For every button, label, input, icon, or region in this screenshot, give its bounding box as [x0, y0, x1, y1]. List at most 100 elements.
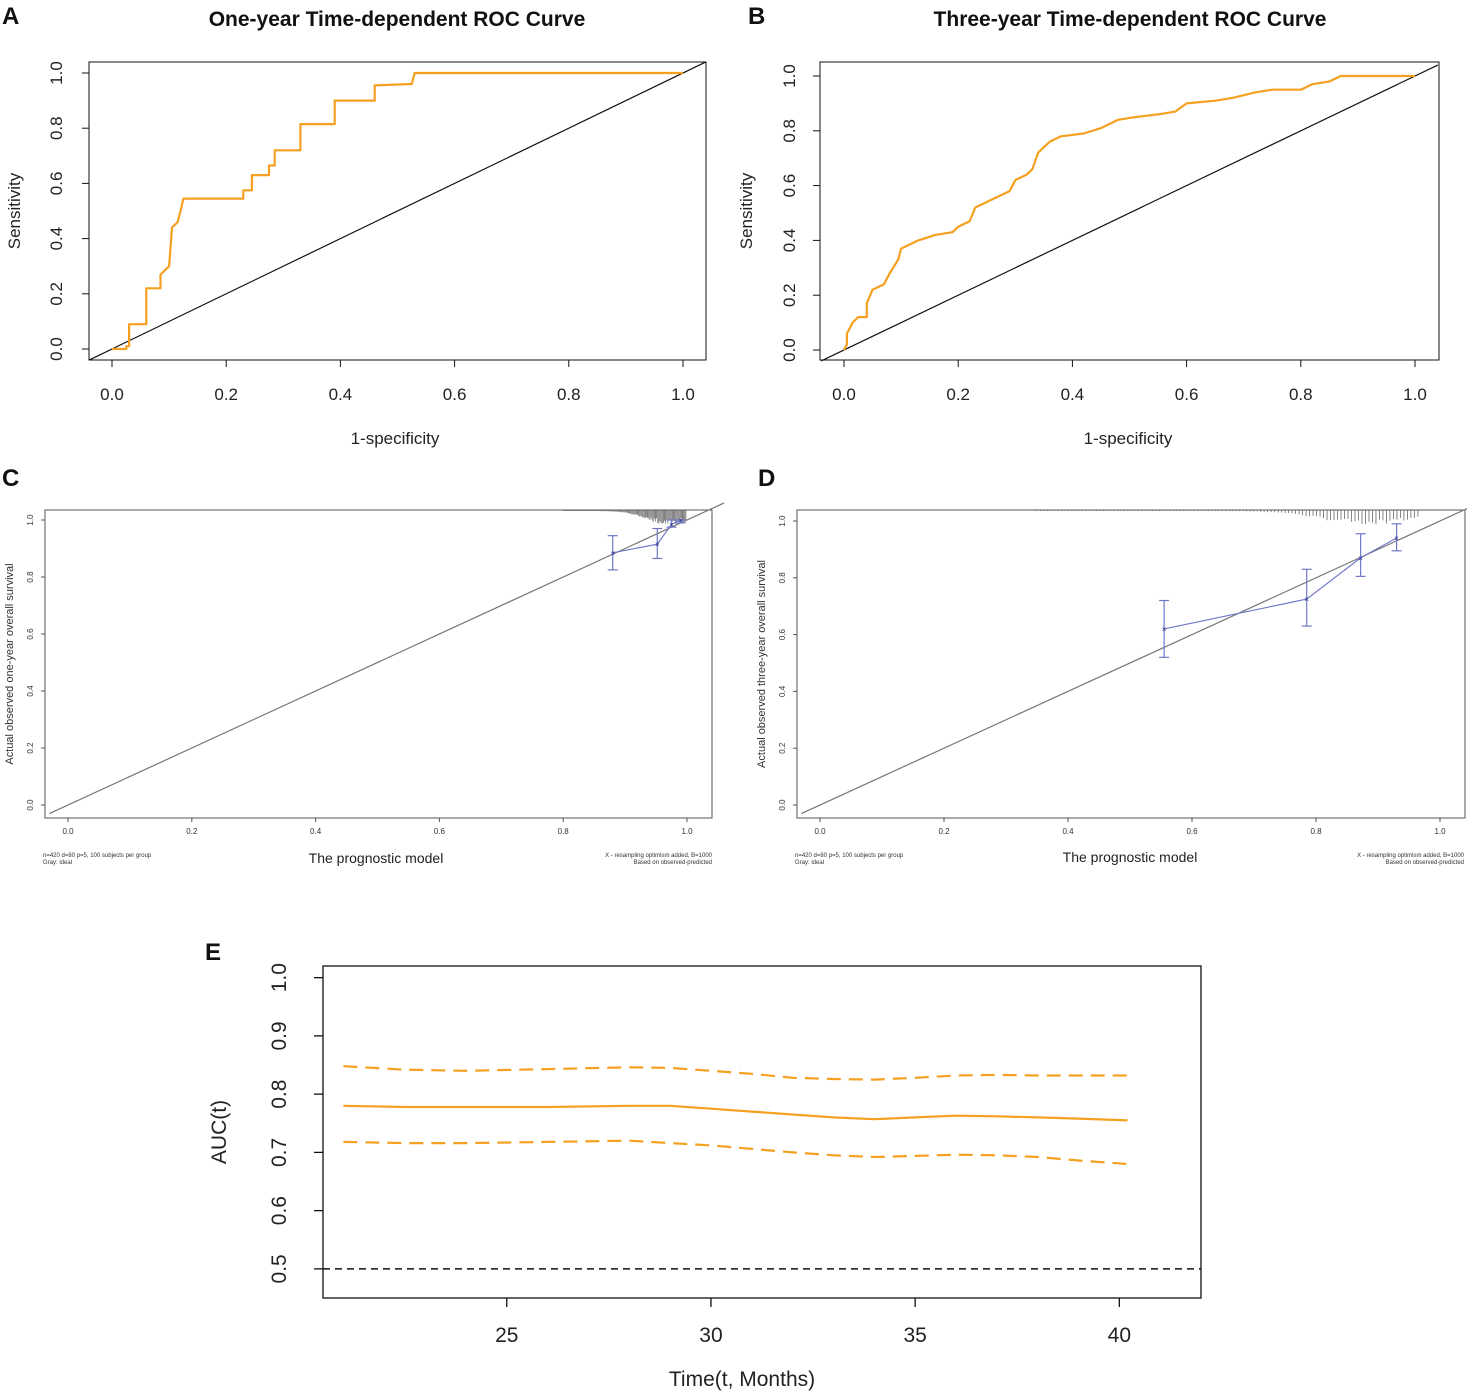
- panel-d-note-right-1: X - resampling optimism added, B=1000: [1357, 853, 1465, 859]
- y-tick-label: 0.6: [26, 628, 35, 640]
- y-tick-label: 0.5: [268, 1254, 291, 1283]
- x-tick-label: 0.0: [832, 385, 856, 404]
- panel-d-xlabel: The prognostic model: [1063, 849, 1198, 865]
- y-tick-label: 1.0: [780, 64, 799, 88]
- x-tick-label: 1.0: [1403, 385, 1427, 404]
- y-tick-label: 0.9: [268, 1021, 291, 1050]
- panel-e-frame: [322, 965, 1202, 1299]
- x-tick-label: 0.0: [814, 827, 826, 836]
- x-tick-label: 0.4: [1061, 385, 1085, 404]
- panel-a-title: One-year Time-dependent ROC Curve: [209, 8, 586, 31]
- y-tick-label: 0.2: [778, 742, 787, 754]
- panel-c-ylabel: Actual observed one-year overall surviva…: [4, 563, 16, 764]
- x-tick-label: 0.8: [1310, 827, 1322, 836]
- panel-d-ylabel: Actual observed three-year overall survi…: [756, 560, 768, 768]
- auc-upper-ci-line: [343, 1065, 1128, 1081]
- panel-d-note-right-2: Based on observed-predicted: [1386, 860, 1464, 866]
- x-tick-label: 0.0: [100, 385, 124, 404]
- y-tick-label: 1.0: [47, 61, 66, 85]
- y-tick-label: 1.0: [778, 515, 787, 527]
- y-tick-label: 0.6: [47, 172, 66, 196]
- panel-d-note-left-2: Gray: ideal: [795, 860, 824, 866]
- calibration-curve-line: [1163, 537, 1397, 630]
- y-tick-label: 0.8: [268, 1080, 291, 1109]
- y-tick-label: 0.2: [26, 742, 35, 754]
- panel-a-letter: A: [2, 3, 19, 30]
- panel-b-frame: [819, 61, 1440, 361]
- x-tick-label: 35: [903, 1324, 926, 1347]
- calibration-curve-line: [612, 519, 682, 554]
- panel-b-title: Three-year Time-dependent ROC Curve: [934, 8, 1327, 31]
- panel-c-note-left-1: n=420 d=80 p=5, 100 subjects per group: [43, 853, 152, 859]
- panel-b: B Three-year Time-dependent ROC Curve 0.…: [737, 3, 1440, 448]
- panel-e-letter: E: [205, 939, 221, 966]
- reference-diagonal-line: [88, 61, 707, 361]
- ideal-diagonal-line: [49, 502, 725, 815]
- panel-b-xlabel: 1-specificity: [1084, 429, 1173, 448]
- y-tick-label: 0.0: [47, 337, 66, 361]
- x-tick-label: 1.0: [681, 827, 693, 836]
- panel-c-frame: [44, 509, 713, 819]
- x-tick-label: 0.2: [946, 385, 970, 404]
- calibration-point-marker: ×: [1304, 595, 1309, 604]
- y-tick-label: 0.4: [47, 227, 66, 251]
- y-tick-label: 0.6: [268, 1196, 291, 1225]
- x-tick-label: 0.8: [1289, 385, 1313, 404]
- auc-curve-line: [343, 1104, 1128, 1122]
- y-tick-label: 0.2: [47, 282, 66, 306]
- x-tick-label: 0.0: [62, 827, 74, 836]
- panel-d-note-left-1: n=420 d=80 p=5, 100 subjects per group: [795, 853, 904, 859]
- y-tick-label: 1.0: [268, 963, 291, 992]
- x-tick-label: 0.6: [1175, 385, 1199, 404]
- x-tick-label: 0.6: [1186, 827, 1198, 836]
- reference-diagonal-line: [820, 64, 1439, 362]
- x-tick-label: 1.0: [671, 385, 695, 404]
- x-tick-label: 1.0: [1434, 827, 1446, 836]
- x-tick-label: 0.6: [434, 827, 446, 836]
- panel-c-xlabel: The prognostic model: [309, 850, 444, 866]
- roc-curve-line: [843, 74, 1415, 351]
- x-tick-label: 0.8: [557, 385, 581, 404]
- panel-a-ylabel: Sensitivity: [5, 172, 24, 249]
- x-tick-label: 0.8: [558, 827, 570, 836]
- panel-c: C 0.0 0.2 0.4 0.6 0.8 1.0 0.0 0.2 0.4 0.6 0.8 1.0 × ×…: [2, 465, 725, 866]
- y-tick-label: 0.8: [778, 572, 787, 584]
- y-tick-label: 0.6: [778, 628, 787, 640]
- calibration-point-marker: ×: [610, 549, 615, 558]
- calibration-point-marker: ×: [678, 516, 683, 525]
- x-tick-label: 0.2: [938, 827, 950, 836]
- x-tick-label: 0.4: [310, 827, 322, 836]
- x-tick-label: 0.4: [1062, 827, 1074, 836]
- panel-b-ylabel: Sensitivity: [737, 172, 756, 249]
- calibration-point-marker: ×: [655, 540, 660, 549]
- panel-c-note-left-2: Gray: ideal: [43, 860, 72, 866]
- x-tick-label: 30: [699, 1324, 722, 1347]
- y-tick-label: 0.0: [778, 799, 787, 811]
- panel-e: E 0.5 0.6 0.7 0.8 0.9 1.0 25 30 35 40 Time(t, Mon…: [205, 939, 1202, 1391]
- auc-lower-ci-line: [343, 1139, 1128, 1166]
- x-tick-label: 0.4: [329, 385, 353, 404]
- panel-a: A One-year Time-dependent ROC Curve 0.0 0…: [2, 3, 707, 448]
- y-tick-label: 0.4: [780, 229, 799, 253]
- x-tick-label: 25: [495, 1324, 518, 1347]
- calibration-point-marker: ×: [669, 520, 674, 529]
- x-tick-label: 40: [1108, 1324, 1131, 1347]
- y-tick-label: 0.7: [268, 1138, 291, 1167]
- y-tick-label: 0.4: [778, 685, 787, 697]
- y-tick-label: 0.6: [780, 174, 799, 198]
- x-tick-label: 0.2: [186, 827, 198, 836]
- ideal-diagonal-line: [801, 507, 1467, 815]
- calibration-point-marker: ×: [1358, 554, 1363, 563]
- x-tick-label: 0.2: [214, 385, 238, 404]
- panel-c-letter: C: [2, 465, 19, 492]
- y-tick-label: 0.8: [780, 119, 799, 143]
- x-tick-label: 0.6: [443, 385, 467, 404]
- y-tick-label: 1.0: [26, 514, 35, 526]
- y-tick-label: 0.0: [780, 338, 799, 362]
- panel-c-note-right-1: X - resampling optimism added, B=1000: [605, 853, 713, 859]
- y-tick-label: 0.4: [26, 685, 35, 697]
- calibration-point-marker: ×: [1162, 625, 1167, 634]
- panel-a-xlabel: 1-specificity: [351, 429, 440, 448]
- panel-c-note-right-2: Based on observed-predicted: [634, 860, 712, 866]
